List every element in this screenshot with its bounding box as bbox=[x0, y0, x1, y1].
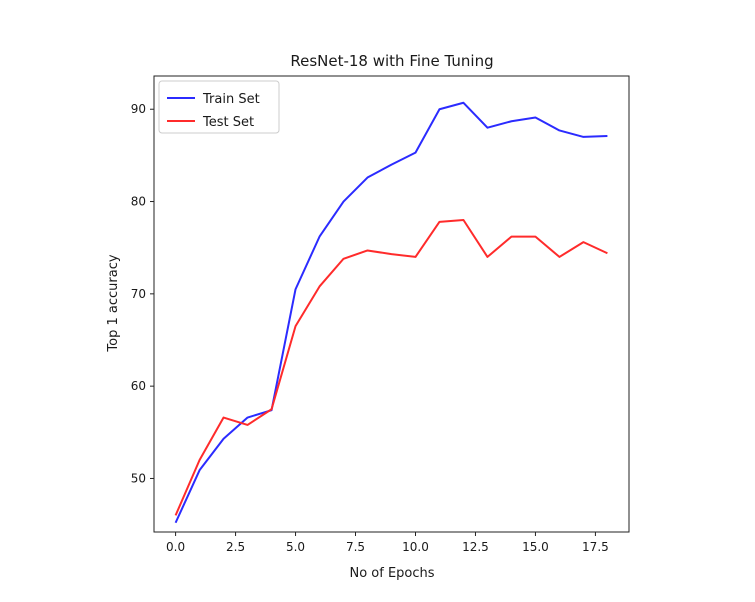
x-tick-label: 5.0 bbox=[286, 540, 305, 554]
x-tick-label: 7.5 bbox=[346, 540, 365, 554]
x-tick-label: 12.5 bbox=[462, 540, 489, 554]
chart-title: ResNet-18 with Fine Tuning bbox=[290, 52, 493, 70]
x-tick-label: 17.5 bbox=[582, 540, 609, 554]
y-tick-label: 70 bbox=[131, 287, 146, 301]
x-tick-label: 15.0 bbox=[522, 540, 549, 554]
y-tick-label: 50 bbox=[131, 471, 146, 485]
x-tick-label: 10.0 bbox=[402, 540, 429, 554]
x-axis-label: No of Epochs bbox=[349, 566, 434, 581]
y-tick-label: 90 bbox=[131, 102, 146, 116]
y-tick-label: 60 bbox=[131, 379, 146, 393]
plot-frame bbox=[153, 75, 630, 533]
series-line-train-set bbox=[174, 101, 608, 524]
plot-area: 0.0 2.5 5.0 7.5 10.0 12.5 15.0 17.5 50 60 70 80 90 Tr… bbox=[131, 75, 630, 554]
y-axis-label: Top 1 accuracy bbox=[106, 254, 121, 352]
series-line-test-set bbox=[174, 219, 608, 516]
legend-label-test-set: Test Set bbox=[202, 115, 254, 130]
x-tick-label: 0.0 bbox=[166, 540, 185, 554]
y-tick-label: 80 bbox=[131, 195, 146, 209]
legend-label-train-set: Train Set bbox=[202, 92, 260, 107]
x-tick-label: 2.5 bbox=[226, 540, 245, 554]
